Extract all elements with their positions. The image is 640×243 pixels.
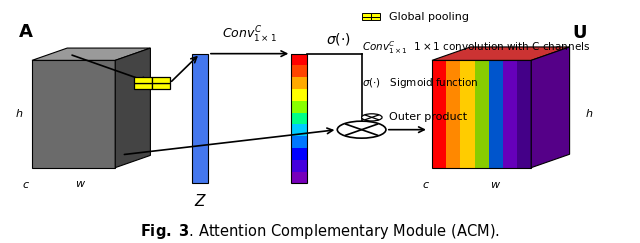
Text: $\mathbf{\it{Conv}}_{1\times1}^{C}$  $1\times1$ convolution with C channels: $\mathbf{\it{Conv}}_{1\times1}^{C}$ $1\t… (362, 40, 590, 56)
Text: $\mathbf{Fig.\ 3}$. Attention Complementary Module (ACM).: $\mathbf{Fig.\ 3}$. Attention Complement… (140, 222, 500, 241)
Bar (134, 77, 152, 83)
Bar (371, 17, 380, 20)
Polygon shape (32, 48, 150, 60)
Polygon shape (32, 60, 115, 168)
Bar (291, 148, 307, 160)
Polygon shape (446, 60, 460, 168)
Text: w: w (76, 179, 84, 189)
Polygon shape (517, 60, 531, 168)
Polygon shape (115, 48, 150, 168)
Bar (362, 17, 371, 20)
Bar (291, 54, 307, 183)
Polygon shape (432, 47, 570, 60)
Circle shape (337, 121, 386, 138)
Text: $Conv_{1\times1}^{C}$: $Conv_{1\times1}^{C}$ (222, 25, 277, 45)
Bar (291, 77, 307, 89)
Text: $\sigma(\cdot)$: $\sigma(\cdot)$ (326, 31, 351, 47)
Text: U: U (572, 25, 586, 43)
Text: Z: Z (195, 194, 205, 209)
Text: c: c (422, 180, 429, 190)
Bar (192, 54, 208, 183)
Bar (291, 65, 307, 77)
Polygon shape (489, 60, 503, 168)
Circle shape (362, 114, 382, 121)
Bar (291, 101, 307, 113)
Text: w: w (490, 180, 499, 190)
Polygon shape (460, 60, 474, 168)
Bar (362, 13, 371, 17)
Bar (152, 83, 170, 89)
Polygon shape (474, 60, 489, 168)
Bar (291, 124, 307, 136)
Bar (291, 172, 307, 183)
Text: h: h (586, 109, 593, 119)
Text: Outer product: Outer product (389, 112, 467, 122)
Bar (291, 136, 307, 148)
Polygon shape (503, 60, 517, 168)
Polygon shape (432, 60, 446, 168)
Text: $\sigma(\cdot)$   Sigmoid function: $\sigma(\cdot)$ Sigmoid function (362, 76, 478, 90)
Bar (134, 83, 152, 89)
Bar (152, 77, 170, 83)
Bar (291, 160, 307, 172)
Bar (291, 89, 307, 101)
Text: c: c (22, 180, 29, 190)
Text: A: A (19, 23, 33, 41)
Text: Global pooling: Global pooling (389, 12, 469, 22)
Bar (371, 13, 380, 17)
Bar (291, 54, 307, 65)
Bar (291, 113, 307, 124)
Text: h: h (15, 109, 22, 119)
Polygon shape (531, 47, 570, 168)
